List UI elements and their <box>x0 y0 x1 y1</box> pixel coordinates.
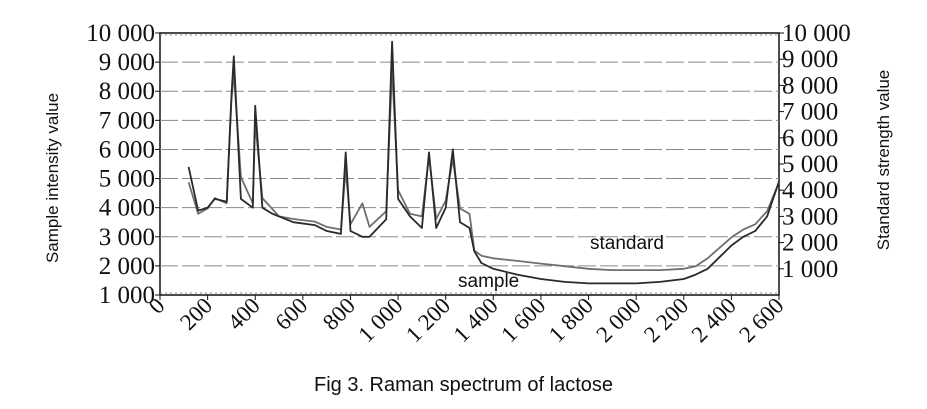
y-axis-left-label: Sample intensity value <box>43 93 62 263</box>
y-left-tick-label: 8 000 <box>99 78 155 105</box>
y-left-tick-label: 6 000 <box>99 136 155 163</box>
x-tick-label: 400 <box>223 293 265 335</box>
y-right-tick-label: 1 000 <box>782 256 838 283</box>
y-right-tick-label: 3 000 <box>782 203 838 230</box>
x-tick-label: 200 <box>175 293 217 335</box>
y-right-tick-label: 4 000 <box>782 177 838 204</box>
x-tick-label: 1 800 <box>544 293 598 347</box>
x-tick-label: 1 600 <box>496 293 550 347</box>
y-left-tick-label: 2 000 <box>99 253 155 280</box>
y-left-tick-label: 10 000 <box>86 20 155 47</box>
x-tick-label: 0 <box>144 293 170 319</box>
y-left-tick-label: 1 000 <box>99 282 155 309</box>
x-tick-label: 2 600 <box>734 293 788 347</box>
y-right-tick-label: 2 000 <box>782 230 838 257</box>
x-tick-label: 600 <box>270 293 312 335</box>
x-tick-label: 2 200 <box>639 293 693 347</box>
plot-frame <box>159 32 780 296</box>
y-axis-right-label: Standard strength value <box>874 70 893 251</box>
series <box>187 40 780 285</box>
x-tick-label: 1 400 <box>449 293 503 347</box>
y-right-tick-label: 9 000 <box>782 46 838 73</box>
y-right-tick-label: 6 000 <box>782 125 838 152</box>
y-left-tick-label: 9 000 <box>99 49 155 76</box>
annotation-standard: standard <box>590 233 664 254</box>
y-right-tick-label: 8 000 <box>782 72 838 99</box>
y-right-tick-label: 5 000 <box>782 151 838 178</box>
x-tick-label: 1 200 <box>401 293 455 347</box>
annotation-sample: sample <box>458 271 519 292</box>
y-right-tick-label: 7 000 <box>782 99 838 126</box>
figure-caption: Fig 3. Raman spectrum of lactose <box>313 374 613 396</box>
y-left-tick-label: 4 000 <box>99 195 155 222</box>
y-left-tick-label: 5 000 <box>99 166 155 193</box>
series-line-sample <box>187 40 780 285</box>
y-left-tick-label: 3 000 <box>99 224 155 251</box>
y-left-tick-label: 7 000 <box>99 107 155 134</box>
y-right-tick-label: 10 000 <box>782 20 851 47</box>
x-tick-label: 2 400 <box>687 293 741 347</box>
x-tick-label: 1 000 <box>353 293 407 347</box>
x-tick-label: 2 000 <box>591 293 645 347</box>
